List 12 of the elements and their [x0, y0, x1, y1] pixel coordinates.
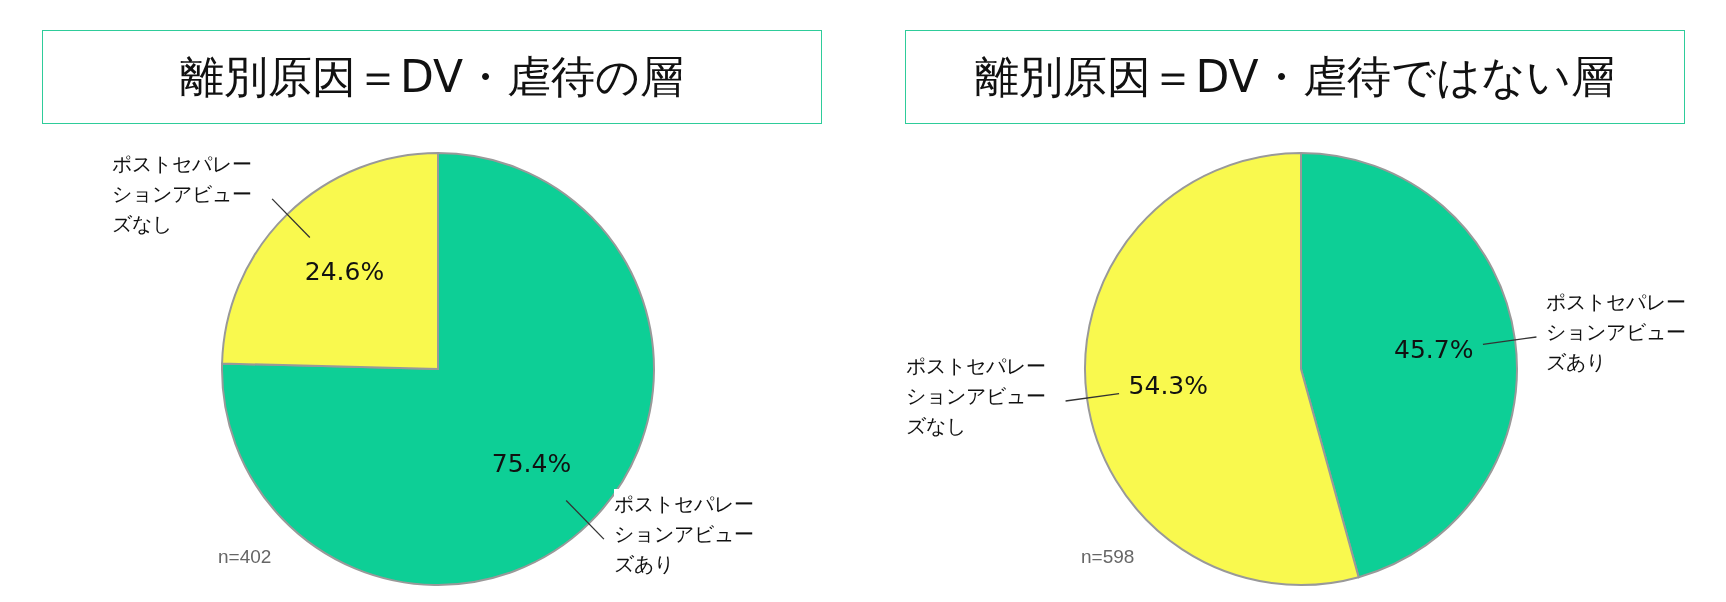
data-label: 45.7% — [1393, 334, 1474, 364]
text: n=598 — [1081, 546, 1135, 568]
chart-title: 離別原因＝DV・虐待の層 — [42, 30, 822, 124]
data-label: 75.4% — [491, 448, 572, 478]
text: n=402 — [218, 546, 272, 568]
data-label: 24.6% — [304, 257, 385, 287]
data-label: 54.3% — [1128, 371, 1209, 401]
chart-title: 離別原因＝DV・虐待ではない層 — [905, 30, 1685, 124]
slice-label: ポストセパレーションアビューズあり — [613, 489, 764, 580]
slice-label: ポストセパレーションアビューズなし — [112, 148, 263, 239]
slice-label: ポストセパレーションアビューズなし — [905, 350, 1056, 441]
slice-label: ポストセパレーションアビューズあり — [1546, 287, 1697, 377]
